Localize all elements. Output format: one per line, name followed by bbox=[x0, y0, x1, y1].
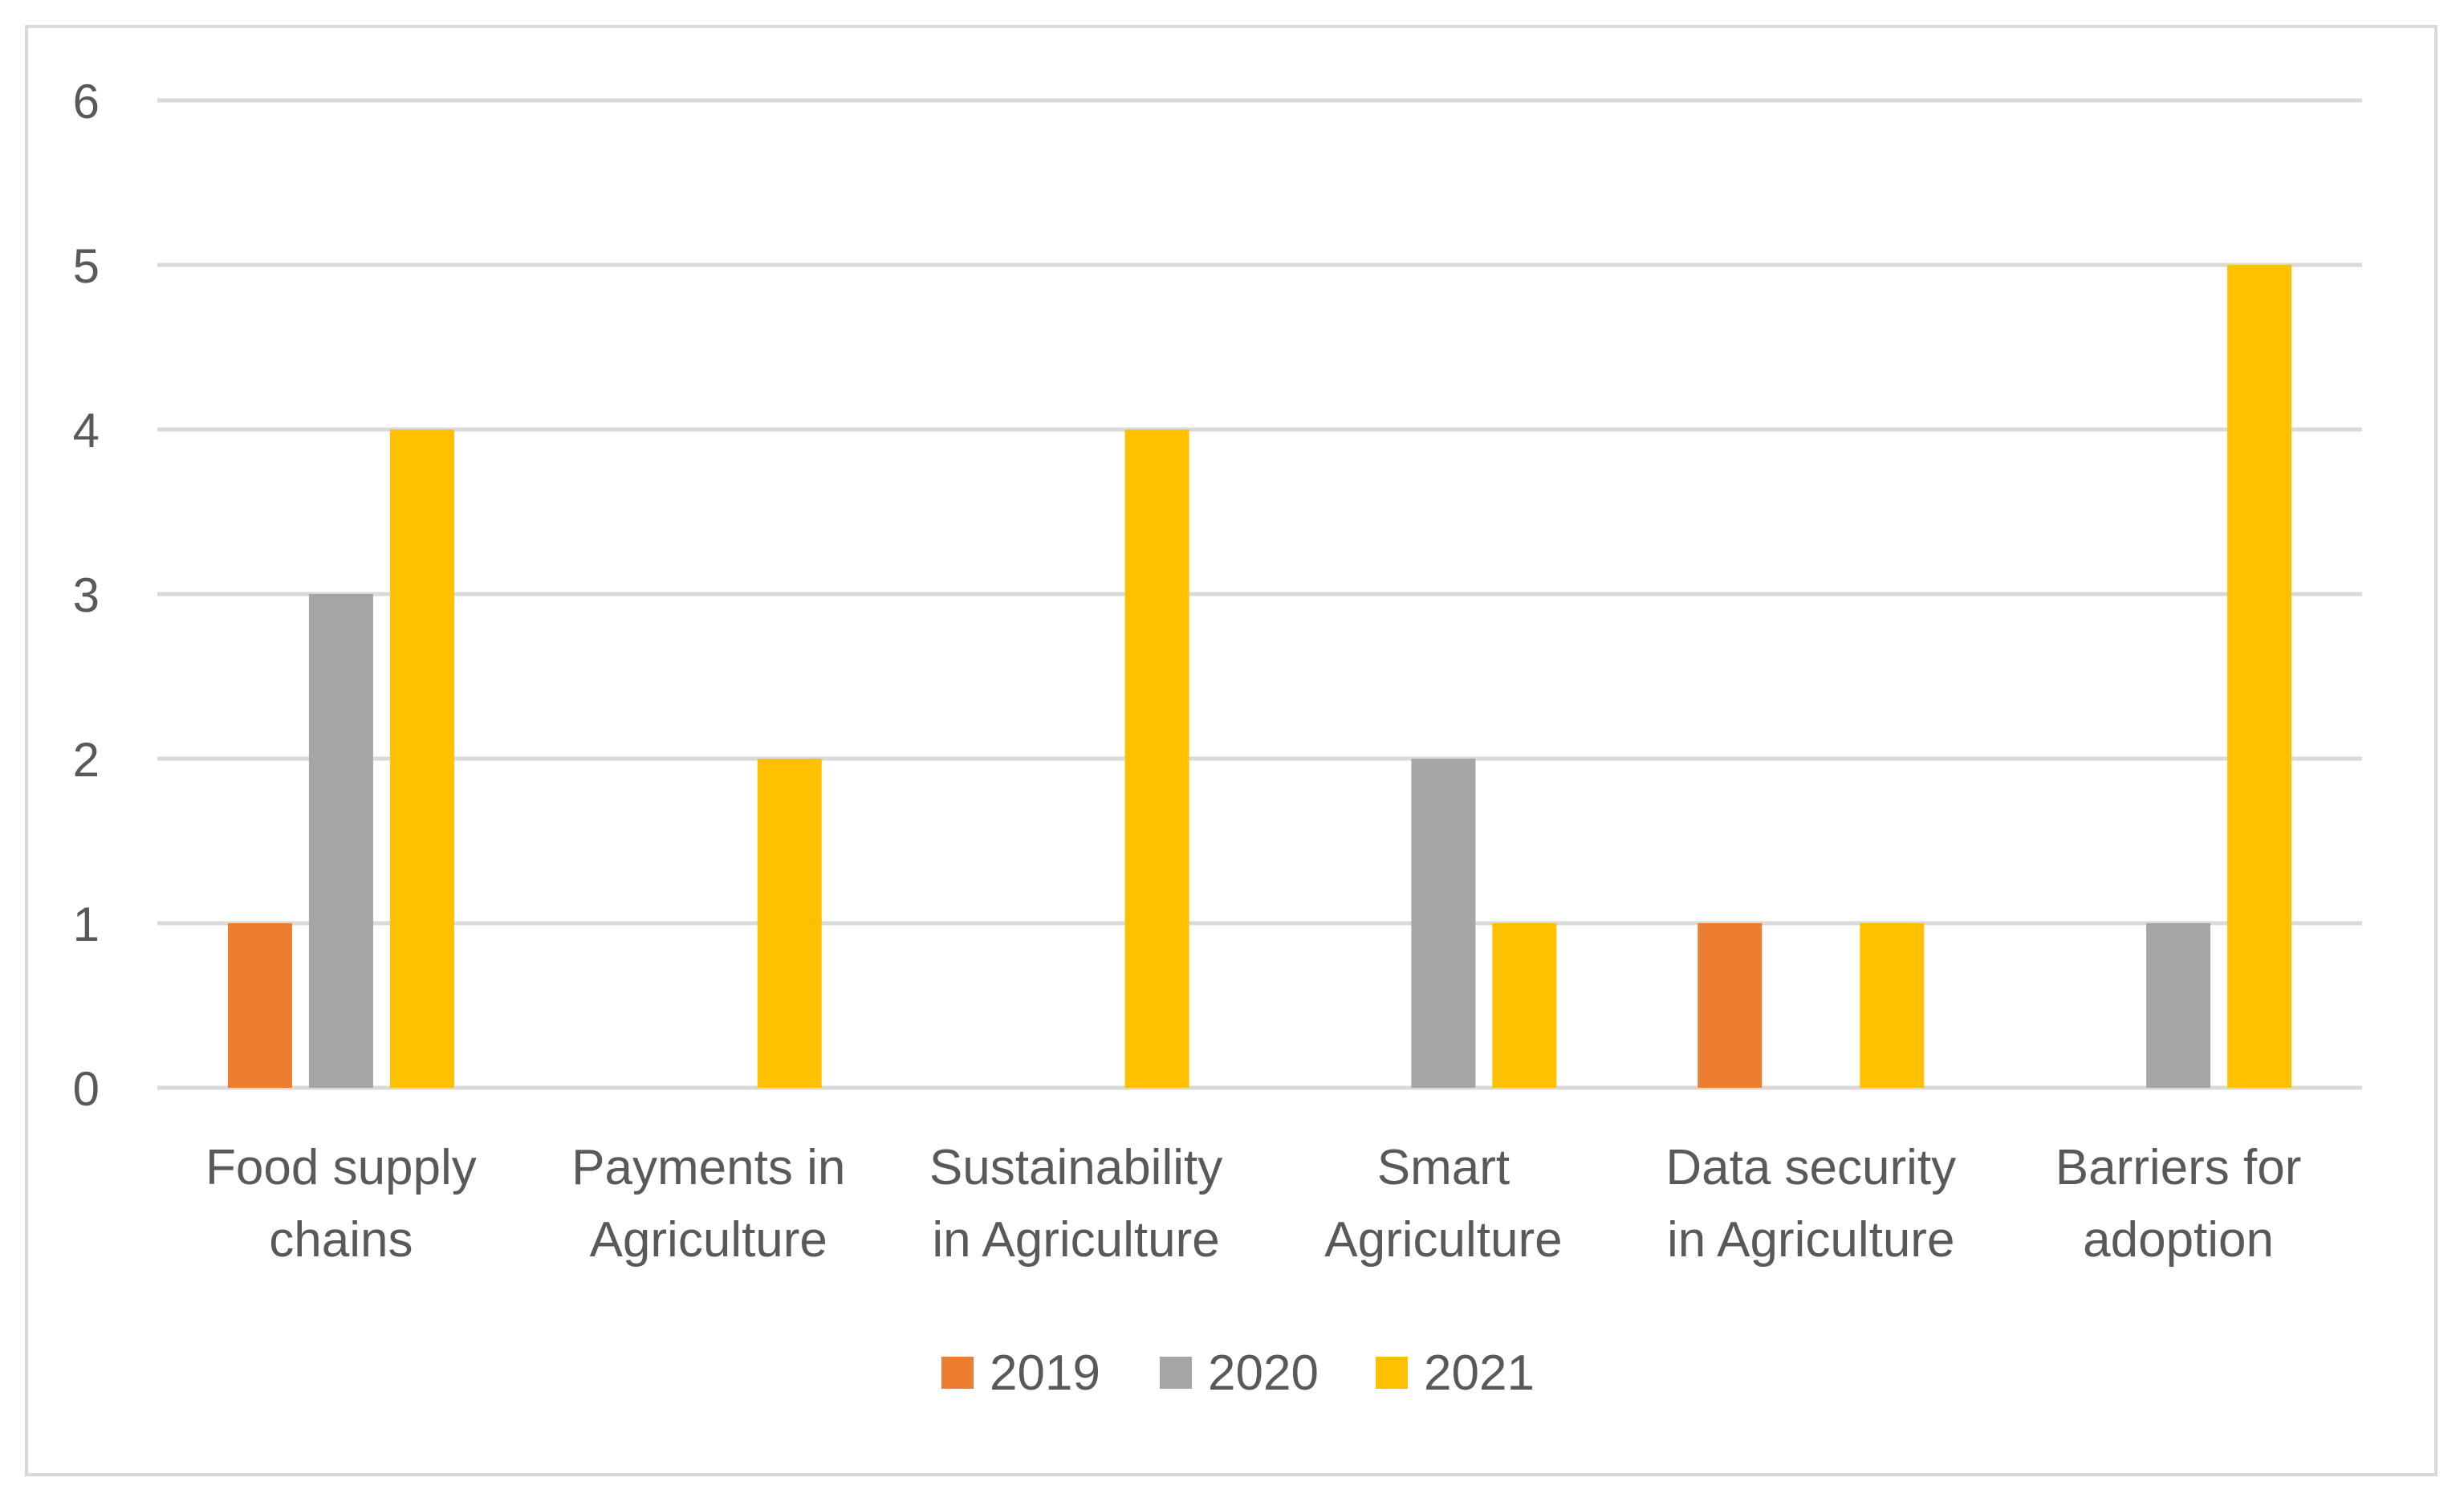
bar-2021 bbox=[389, 429, 454, 1088]
x-tick-label: Payments in bbox=[571, 1140, 845, 1195]
y-tick-label: 5 bbox=[73, 239, 100, 293]
bar-2019 bbox=[1698, 923, 1763, 1088]
legend-item-2021: 2021 bbox=[1376, 1345, 1535, 1401]
x-tick-label: Agriculture bbox=[590, 1212, 827, 1268]
x-tick-label: Agriculture bbox=[1324, 1212, 1562, 1268]
legend-swatch bbox=[1160, 1357, 1192, 1389]
x-tick-label: Smart bbox=[1377, 1140, 1510, 1195]
legend-label: 2021 bbox=[1424, 1345, 1535, 1401]
x-tick-label: Barriers for bbox=[2055, 1140, 2302, 1195]
legend-swatch bbox=[1376, 1357, 1408, 1389]
bar-2020 bbox=[1411, 759, 1476, 1088]
bar-2021 bbox=[2227, 265, 2292, 1088]
y-tick-label: 6 bbox=[73, 75, 100, 128]
y-tick-label: 2 bbox=[73, 733, 100, 787]
x-tick-label: in Agriculture bbox=[932, 1212, 1219, 1268]
legend-label: 2020 bbox=[1208, 1345, 1319, 1401]
y-tick-label: 3 bbox=[73, 568, 100, 622]
x-tick-label: Sustainability bbox=[929, 1140, 1222, 1195]
x-tick-label: Food supply bbox=[205, 1140, 477, 1195]
legend-item-2019: 2019 bbox=[941, 1345, 1100, 1401]
bar-2019 bbox=[227, 923, 292, 1088]
legend-label: 2019 bbox=[990, 1345, 1100, 1401]
bar-2021 bbox=[757, 759, 822, 1088]
x-tick-label: chains bbox=[269, 1212, 413, 1268]
bar-2020 bbox=[2146, 923, 2211, 1088]
y-tick-label: 1 bbox=[73, 898, 100, 951]
bar-2021 bbox=[1492, 923, 1557, 1088]
bar-2021 bbox=[1124, 429, 1189, 1088]
x-tick-label: Data security bbox=[1665, 1140, 1956, 1195]
legend-swatch bbox=[941, 1357, 974, 1389]
y-tick-label: 0 bbox=[73, 1062, 100, 1116]
bar-2021 bbox=[1860, 923, 1925, 1088]
legend-item-2020: 2020 bbox=[1160, 1345, 1319, 1401]
x-tick-label: adoption bbox=[2083, 1212, 2274, 1268]
bar-2020 bbox=[308, 594, 373, 1088]
y-tick-label: 4 bbox=[73, 404, 100, 458]
x-tick-label: in Agriculture bbox=[1667, 1212, 1954, 1268]
